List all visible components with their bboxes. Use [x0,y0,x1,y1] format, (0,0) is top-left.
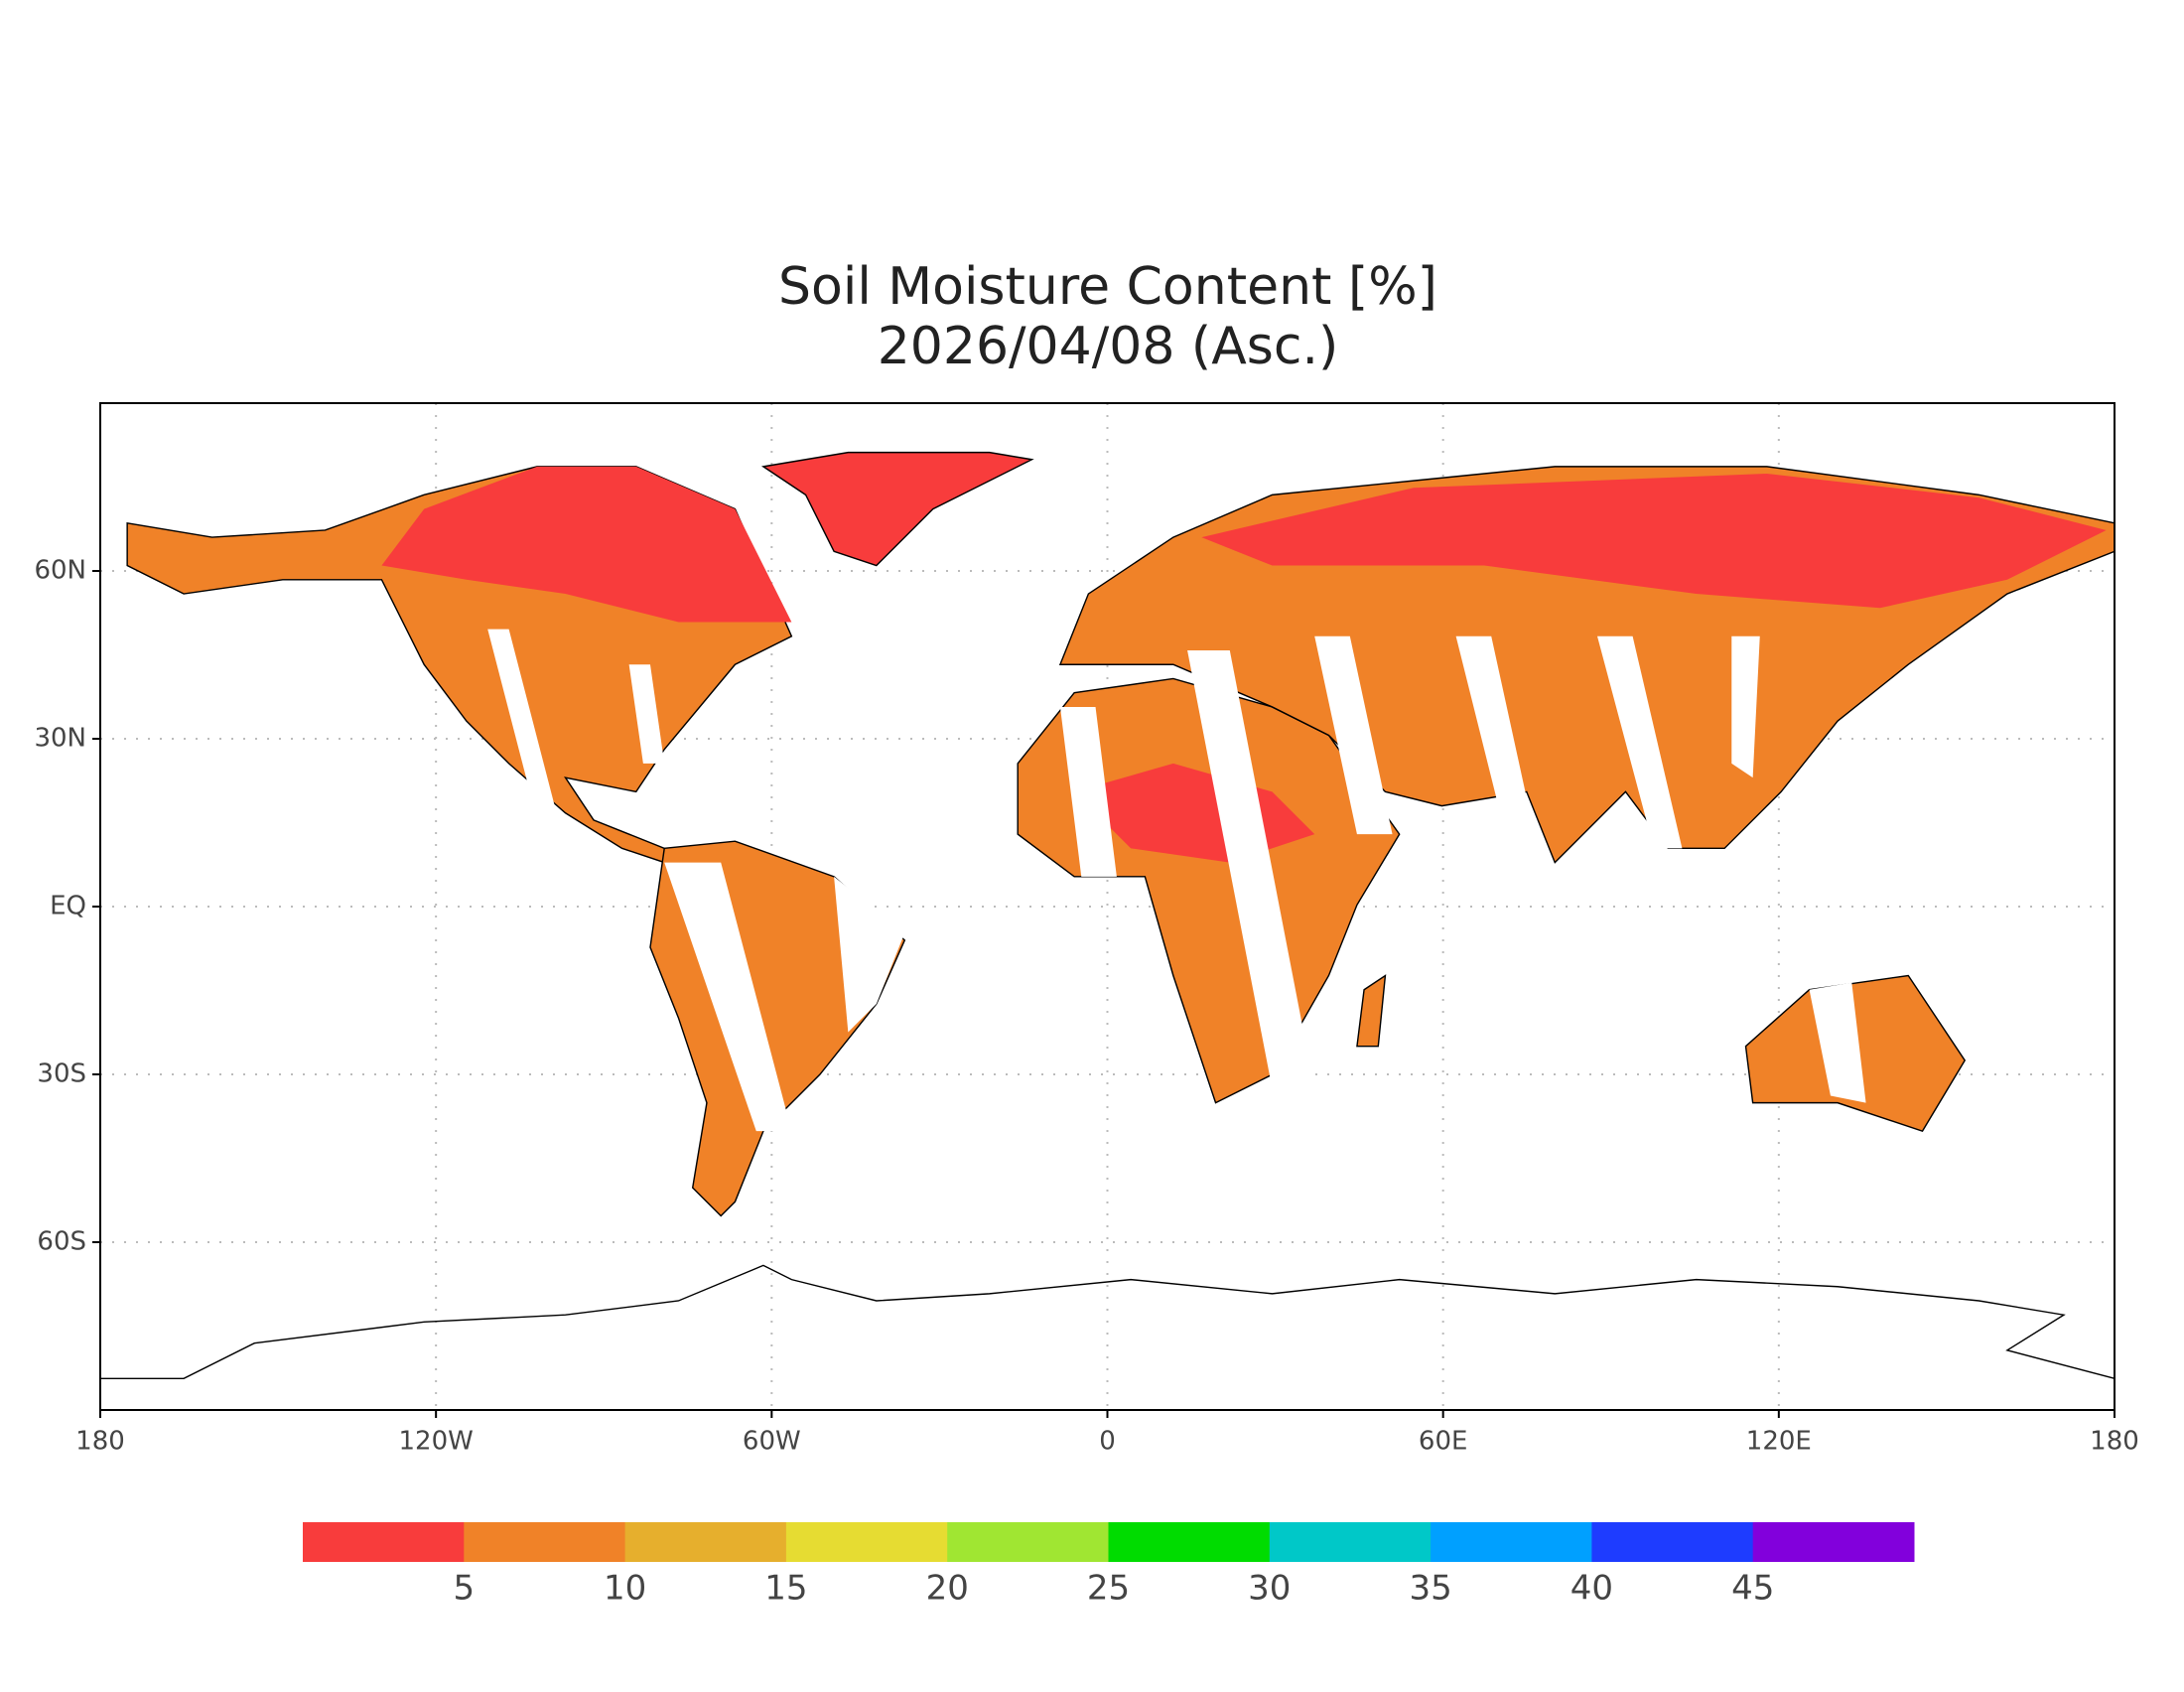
colorbar-swatch [1431,1522,1592,1562]
madagascar [1356,974,1387,1048]
antarctica [100,1264,2116,1380]
colorbar-swatch [464,1522,626,1562]
colorbar-swatch [624,1522,787,1562]
swath-gaps [487,629,1866,1132]
colorbar-swatch [1752,1522,1915,1562]
chart-subtitle: 2026/04/08 (Asc.) [878,317,1339,376]
colorbar-label: 10 [604,1569,646,1609]
colorbar-label: 15 [764,1569,807,1609]
x-tick-label: 60W [743,1427,801,1457]
x-tick-label: 120W [398,1427,473,1457]
colorbar-label: 25 [1087,1569,1130,1609]
colorbar-label: 45 [1731,1569,1774,1609]
chart-title: Soil Moisture Content [%] [778,257,1437,317]
x-tick-label: 180 [2090,1427,2139,1457]
colorbar-label: 20 [926,1569,969,1609]
north-america-north [381,466,792,623]
colorbar-swatch [785,1522,948,1562]
x-tick-label: 180 [75,1427,125,1457]
colorbar-swatch [303,1522,465,1562]
colorbar-swatch [1591,1522,1754,1562]
colorbar-label: 30 [1248,1569,1291,1609]
x-tick-label: 60E [1419,1427,1468,1457]
siberia [1201,474,2107,609]
colorbar-swatch [1108,1522,1271,1562]
y-tick-label: 30N [34,724,86,754]
y-tick-label: 30S [37,1059,86,1089]
land [100,451,2116,1380]
colorbar-swatch [947,1522,1109,1562]
y-tick-label: EQ [50,892,86,921]
greenland [761,451,1034,567]
x-tick-label: 0 [1099,1427,1116,1457]
y-tick-label: 60S [37,1227,86,1257]
colorbar-label: 5 [453,1569,475,1609]
x-tick-label: 120E [1746,1427,1812,1457]
colorbar-label: 35 [1409,1569,1451,1609]
colorbar-label: 40 [1570,1569,1613,1609]
colorbar: 5 10 15 20 25 30 35 40 45 [303,1522,1915,1609]
colorbar-swatch [1269,1522,1432,1562]
y-tick-label: 60N [34,556,86,586]
